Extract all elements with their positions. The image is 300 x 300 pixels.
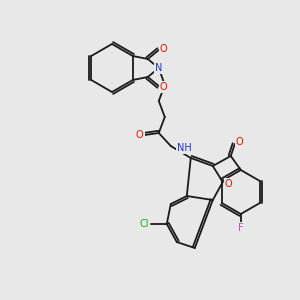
Text: F: F [238,223,244,233]
Text: Cl: Cl [139,219,148,229]
Text: O: O [136,130,144,140]
Text: O: O [225,179,232,189]
Text: NH: NH [177,143,191,153]
Text: N: N [155,63,163,73]
Text: O: O [160,82,168,92]
Text: O: O [160,44,168,54]
Text: O: O [236,137,244,147]
